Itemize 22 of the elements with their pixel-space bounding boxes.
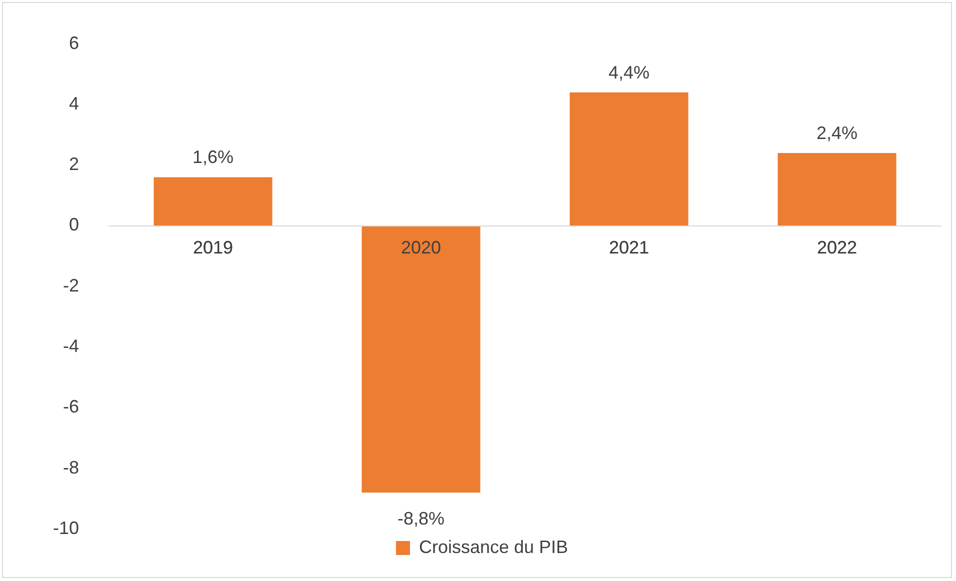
data-label: 2,4% xyxy=(816,122,858,143)
x-tick-label: 2019 xyxy=(192,238,234,258)
y-tick-label: -4 xyxy=(63,336,80,356)
bar xyxy=(362,226,480,493)
y-tick-label: -2 xyxy=(63,275,80,296)
x-tick-label: 2022 xyxy=(816,238,858,258)
y-tick-label: 6 xyxy=(69,32,80,53)
y-tick-label: 0 xyxy=(69,214,80,235)
bar xyxy=(778,152,896,226)
data-label: -8,8% xyxy=(397,508,445,529)
bar xyxy=(570,92,688,226)
data-label: 4,4% xyxy=(608,62,650,82)
y-tick-label: -10 xyxy=(53,518,80,538)
y-tick-label: 2 xyxy=(69,154,80,174)
legend-label: Croissance du PIB xyxy=(418,536,568,557)
data-label: 1,6% xyxy=(192,147,234,168)
y-tick-label: -8 xyxy=(63,457,80,478)
x-tick-label: 2020 xyxy=(400,238,442,258)
y-tick-label: 4 xyxy=(69,93,80,114)
y-tick-label: -6 xyxy=(63,396,80,417)
x-tick-label: 2021 xyxy=(608,238,650,258)
bar xyxy=(154,177,272,226)
